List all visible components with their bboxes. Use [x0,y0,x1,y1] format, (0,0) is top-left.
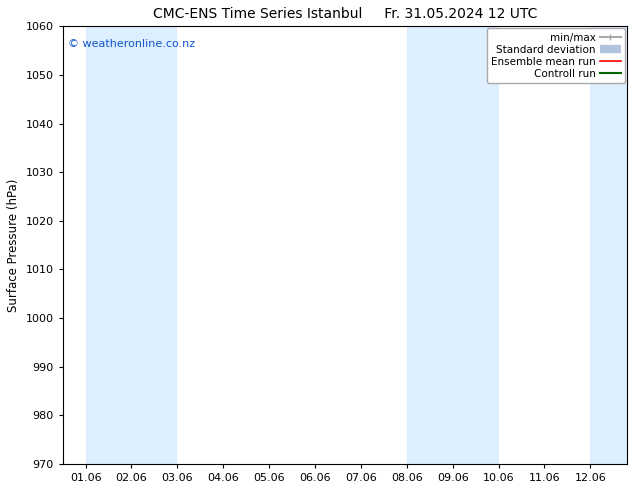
Text: © weatheronline.co.nz: © weatheronline.co.nz [68,39,195,49]
Bar [453,26,498,464]
Bar [407,26,453,464]
Bar [131,26,178,464]
Title: CMC-ENS Time Series Istanbul     Fr. 31.05.2024 12 UTC: CMC-ENS Time Series Istanbul Fr. 31.05.2… [153,7,537,21]
Legend: min/max, Standard deviation, Ensemble mean run, Controll run: min/max, Standard deviation, Ensemble me… [487,28,625,83]
Y-axis label: Surface Pressure (hPa): Surface Pressure (hPa) [7,178,20,312]
Bar [590,26,627,464]
Bar [86,26,131,464]
